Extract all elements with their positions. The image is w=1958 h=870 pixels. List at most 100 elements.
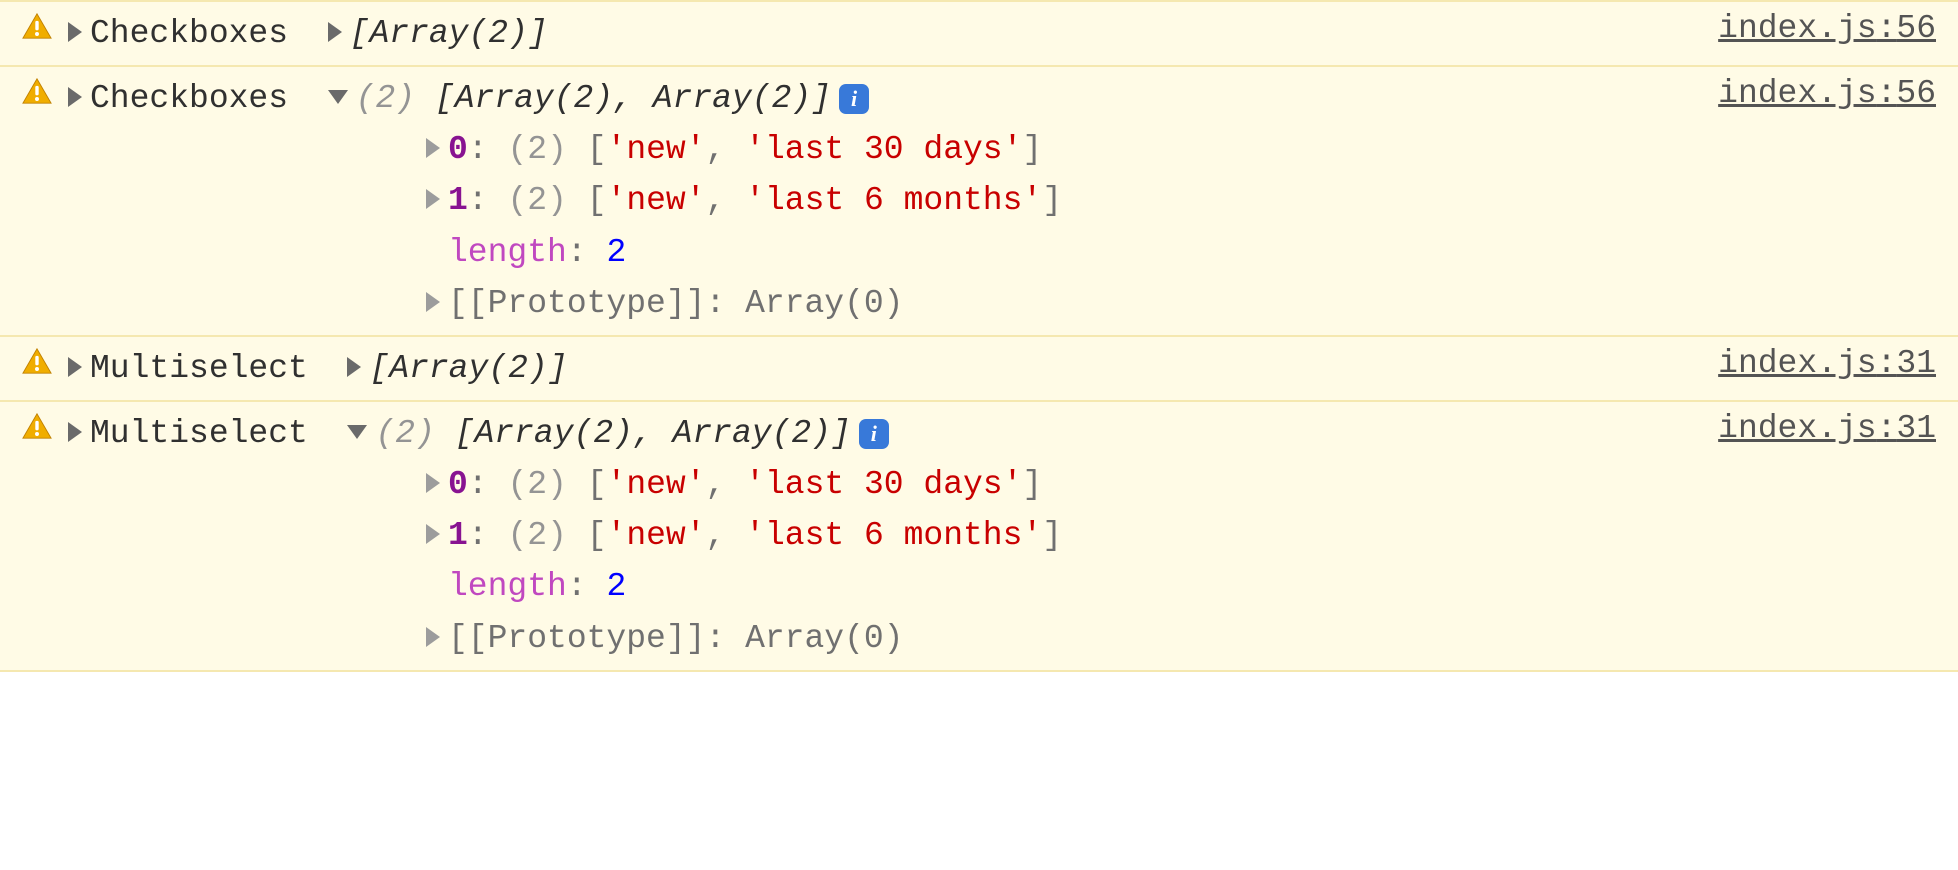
- child-length-hint: 2: [527, 466, 547, 503]
- info-icon[interactable]: i: [839, 84, 869, 114]
- severity-icon-wrap: [22, 408, 68, 440]
- message-body: Checkboxes [Array(2)]: [68, 8, 1678, 59]
- expand-child-icon[interactable]: [426, 524, 440, 544]
- array-preview-item: Array(2): [455, 80, 613, 117]
- expand-child-icon[interactable]: [426, 473, 440, 493]
- source-line: 56: [1896, 75, 1936, 112]
- expand-child-icon[interactable]: [426, 627, 440, 647]
- string-value: last 30 days: [765, 131, 1003, 168]
- source-line: 56: [1896, 10, 1936, 47]
- log-label: Checkboxes: [90, 73, 288, 124]
- source-file: index.js: [1718, 10, 1876, 47]
- source-link[interactable]: index.js:56: [1718, 75, 1936, 112]
- string-value: last 6 months: [765, 182, 1022, 219]
- source-location: index.js:31: [1678, 408, 1936, 447]
- array-length-hint: 2: [375, 80, 395, 117]
- message-line: Checkboxes [Array(2)]: [68, 8, 1678, 59]
- message-body: Multiselect [Array(2)]: [68, 343, 1678, 394]
- prototype-key: [[Prototype]]: [448, 285, 705, 322]
- expand-message-icon[interactable]: [68, 22, 82, 42]
- object-children: 0: (2) ['new', 'last 30 days'] 1: (2) ['…: [68, 124, 1678, 329]
- expand-child-icon[interactable]: [426, 138, 440, 158]
- warning-icon: [22, 12, 52, 40]
- expand-child-icon[interactable]: [426, 292, 440, 312]
- severity-icon-wrap: [22, 73, 68, 105]
- log-label: Checkboxes: [90, 8, 288, 59]
- expand-value-icon[interactable]: [328, 22, 342, 42]
- severity-icon-wrap: [22, 343, 68, 375]
- prototype-value: Array(0): [745, 620, 903, 657]
- source-file: index.js: [1718, 75, 1876, 112]
- prototype-row[interactable]: [[Prototype]]: Array(0): [426, 278, 1678, 329]
- array-preview[interactable]: (2) [Array(2), Array(2)]: [356, 73, 831, 124]
- message-line: Multiselect [Array(2)]: [68, 343, 1678, 394]
- source-link[interactable]: index.js:31: [1718, 410, 1936, 447]
- warning-icon: [22, 347, 52, 375]
- array-index-row[interactable]: 1: (2) ['new', 'last 6 months']: [426, 510, 1678, 561]
- array-index-row[interactable]: 0: (2) ['new', 'last 30 days']: [426, 459, 1678, 510]
- console-warn-row: Multiselect (2) [Array(2), Array(2)] i 0…: [0, 400, 1958, 672]
- array-preview-item: Array(2): [389, 350, 547, 387]
- console-warn-row: Checkboxes (2) [Array(2), Array(2)] i 0:…: [0, 65, 1958, 337]
- source-location: index.js:56: [1678, 8, 1936, 47]
- source-location: index.js:31: [1678, 343, 1936, 382]
- index-key: 0: [448, 466, 468, 503]
- console-warn-row: Multiselect [Array(2)] index.js:31: [0, 335, 1958, 402]
- array-preview[interactable]: [Array(2)]: [350, 8, 548, 59]
- array-index-row[interactable]: 1: (2) ['new', 'last 6 months']: [426, 175, 1678, 226]
- source-line: 31: [1896, 410, 1936, 447]
- warning-icon: [22, 77, 52, 105]
- source-file: index.js: [1718, 410, 1876, 447]
- warning-icon: [22, 412, 52, 440]
- array-preview-item: Array(2): [369, 15, 527, 52]
- source-file: index.js: [1718, 345, 1876, 382]
- array-preview-item: Array(2): [673, 415, 831, 452]
- message-line: Checkboxes (2) [Array(2), Array(2)] i: [68, 73, 1678, 124]
- console-warn-row: Checkboxes [Array(2)] index.js:56: [0, 0, 1958, 67]
- message-body: Multiselect (2) [Array(2), Array(2)] i 0…: [68, 408, 1678, 664]
- string-value: new: [626, 131, 685, 168]
- child-length-hint: 2: [527, 131, 547, 168]
- message-line: Multiselect (2) [Array(2), Array(2)] i: [68, 408, 1678, 459]
- index-key: 1: [448, 517, 468, 554]
- property-key: length: [448, 568, 567, 605]
- log-label: Multiselect: [90, 408, 308, 459]
- string-value: last 6 months: [765, 517, 1022, 554]
- expand-message-icon[interactable]: [68, 87, 82, 107]
- property-row[interactable]: length: 2: [426, 561, 1678, 612]
- collapse-value-icon[interactable]: [347, 425, 367, 439]
- source-link[interactable]: index.js:31: [1718, 345, 1936, 382]
- child-length-hint: 2: [527, 517, 547, 554]
- collapse-value-icon[interactable]: [328, 90, 348, 104]
- prototype-value: Array(0): [745, 285, 903, 322]
- severity-icon-wrap: [22, 8, 68, 40]
- string-value: new: [626, 517, 685, 554]
- prototype-row[interactable]: [[Prototype]]: Array(0): [426, 613, 1678, 664]
- child-length-hint: 2: [527, 182, 547, 219]
- array-preview-item: Array(2): [475, 415, 633, 452]
- number-value: 2: [606, 568, 626, 605]
- source-location: index.js:56: [1678, 73, 1936, 112]
- property-key: length: [448, 234, 567, 271]
- expand-message-icon[interactable]: [68, 357, 82, 377]
- string-value: new: [626, 182, 685, 219]
- array-length-hint: 2: [395, 415, 415, 452]
- array-preview[interactable]: [Array(2)]: [369, 343, 567, 394]
- array-preview-item: Array(2): [653, 80, 811, 117]
- string-value: last 30 days: [765, 466, 1003, 503]
- expand-message-icon[interactable]: [68, 422, 82, 442]
- expand-child-icon[interactable]: [426, 189, 440, 209]
- source-link[interactable]: index.js:56: [1718, 10, 1936, 47]
- string-value: new: [626, 466, 685, 503]
- object-children: 0: (2) ['new', 'last 30 days'] 1: (2) ['…: [68, 459, 1678, 664]
- number-value: 2: [606, 234, 626, 271]
- index-key: 0: [448, 131, 468, 168]
- expand-value-icon[interactable]: [347, 357, 361, 377]
- index-key: 1: [448, 182, 468, 219]
- message-body: Checkboxes (2) [Array(2), Array(2)] i 0:…: [68, 73, 1678, 329]
- info-icon[interactable]: i: [859, 419, 889, 449]
- array-index-row[interactable]: 0: (2) ['new', 'last 30 days']: [426, 124, 1678, 175]
- array-preview[interactable]: (2) [Array(2), Array(2)]: [375, 408, 850, 459]
- property-row[interactable]: length: 2: [426, 227, 1678, 278]
- prototype-key: [[Prototype]]: [448, 620, 705, 657]
